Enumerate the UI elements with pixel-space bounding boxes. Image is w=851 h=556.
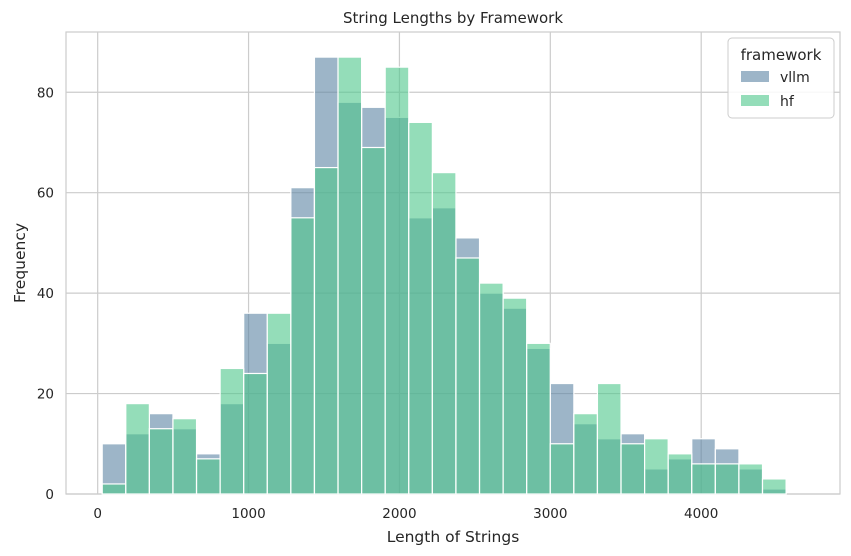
x-tick-label: 4000 (684, 506, 718, 522)
bar-hf (219, 367, 245, 495)
legend-label-vllm: vllm (780, 70, 810, 86)
chart-title: String Lengths by Framework (343, 9, 563, 27)
bar-hf (361, 146, 386, 495)
bar-hf (691, 463, 716, 495)
bar-hf (573, 413, 599, 495)
bar-hf (643, 438, 669, 495)
y-tick-label: 40 (37, 286, 54, 302)
bar-hf (408, 121, 433, 495)
bar-hf (549, 443, 575, 495)
x-tick-label: 0 (93, 506, 102, 522)
bar-hf (290, 217, 316, 495)
y-axis-ticks: 0 20 40 60 80 (37, 85, 54, 503)
x-axis-label: Length of Strings (387, 528, 520, 546)
bar-hf (101, 483, 127, 495)
legend-title: framework (741, 46, 822, 64)
bar-hf (667, 453, 693, 495)
bar-hf (243, 372, 268, 495)
bar-hf (125, 403, 150, 495)
y-tick-label: 80 (37, 85, 54, 101)
bar-hf (761, 478, 787, 495)
y-axis-label: Frequency (11, 223, 29, 303)
legend: framework vllm hf (727, 37, 835, 119)
x-tick-label: 3000 (533, 506, 567, 522)
x-tick-label: 1000 (231, 506, 265, 522)
legend-swatch-vllm (741, 71, 769, 82)
bar-hf (384, 66, 410, 495)
bar-hf (313, 166, 339, 495)
bar-hf (431, 172, 457, 495)
bar-hf (455, 257, 481, 495)
bar-hf (337, 56, 363, 495)
histogram-bars (101, 56, 787, 495)
bar-hf (714, 463, 740, 495)
bar-hf (195, 458, 221, 495)
bar-hf (596, 382, 622, 495)
x-tick-label: 2000 (382, 506, 416, 522)
bar-hf (172, 418, 198, 495)
bar-hf (620, 443, 646, 495)
bar-hf (148, 428, 174, 495)
bar-hf (266, 312, 292, 495)
legend-label-hf: hf (780, 94, 795, 110)
legend-swatch-hf (741, 95, 769, 106)
y-tick-label: 20 (37, 387, 54, 403)
bar-hf (738, 463, 764, 495)
x-axis-ticks: 0 1000 2000 3000 4000 (93, 506, 718, 522)
bar-hf (478, 282, 504, 495)
bar-hf (502, 297, 528, 495)
bar-hf (526, 342, 551, 495)
y-tick-label: 0 (45, 487, 54, 503)
y-tick-label: 60 (37, 186, 54, 202)
